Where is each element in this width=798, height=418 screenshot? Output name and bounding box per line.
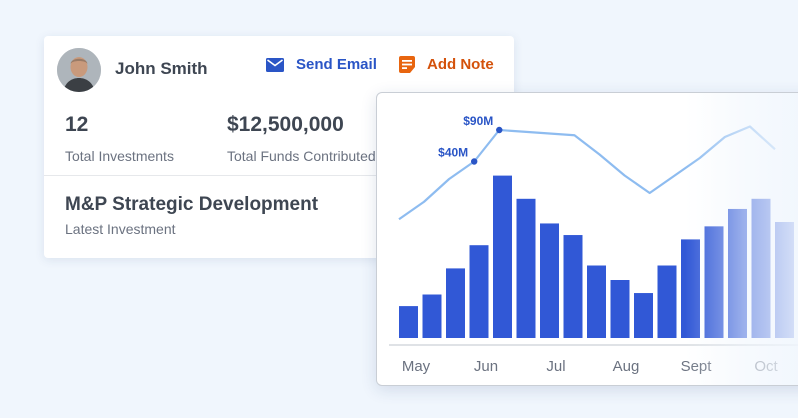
chart-tick-label: Oct: [754, 358, 778, 375]
add-note-button[interactable]: Add Note: [399, 56, 494, 73]
chart-bar: [516, 198, 536, 338]
chart-tick-label: Jul: [546, 358, 565, 375]
chart-tick-label: Sept: [681, 358, 713, 375]
chart-tick-label: Jun: [474, 358, 498, 375]
contact-name: John Smith: [115, 59, 208, 78]
chart-bar: [728, 208, 747, 338]
chart-bar: [704, 226, 724, 338]
chart-bar: [610, 280, 630, 338]
add-note-label: Add Note: [427, 56, 494, 73]
total-investments-label: Total Investments: [65, 148, 174, 164]
chart-panel: $40M $90M May Jun Jul Aug Sept Oct: [376, 92, 798, 386]
avatar[interactable]: [57, 48, 101, 92]
chart-bar: [634, 293, 653, 338]
envelope-icon: [266, 57, 284, 72]
chart-bar: [422, 294, 442, 338]
chart-annotation-point: [471, 158, 478, 165]
chart-annotation-label: $90M: [463, 114, 493, 128]
chart-bar: [469, 245, 489, 338]
avatar-image: [57, 48, 101, 92]
chart-bar: [587, 265, 606, 338]
chart-annotation-label: $40M: [438, 146, 468, 160]
total-funds-value: $12,500,000: [227, 113, 344, 136]
chart-bar: [493, 175, 512, 338]
send-email-label: Send Email: [296, 56, 377, 73]
latest-investment-label: Latest Investment: [65, 221, 176, 237]
chart-tick-label: Aug: [613, 358, 640, 375]
total-funds-label: Total Funds Contributed: [227, 148, 376, 164]
investment-chart: $40M $90M May Jun Jul Aug Sept Oct: [389, 114, 798, 375]
chart-bar: [446, 268, 465, 338]
chart-bar: [563, 235, 583, 338]
chart-bar: [681, 239, 700, 338]
chart-tick-label: May: [402, 358, 431, 375]
chart-series-line: [398, 125, 776, 221]
chart-annotation-point: [496, 126, 503, 134]
note-icon: [399, 56, 415, 73]
chart-bar: [751, 198, 771, 338]
chart-bar: [399, 306, 418, 338]
send-email-button[interactable]: Send Email: [266, 56, 377, 73]
latest-investment-name: M&P Strategic Development: [65, 194, 319, 215]
divider: [44, 175, 514, 176]
total-investments-value: 12: [65, 113, 89, 136]
chart-bar: [540, 223, 559, 338]
chart-bar: [775, 222, 794, 338]
chart-bar: [657, 265, 677, 338]
